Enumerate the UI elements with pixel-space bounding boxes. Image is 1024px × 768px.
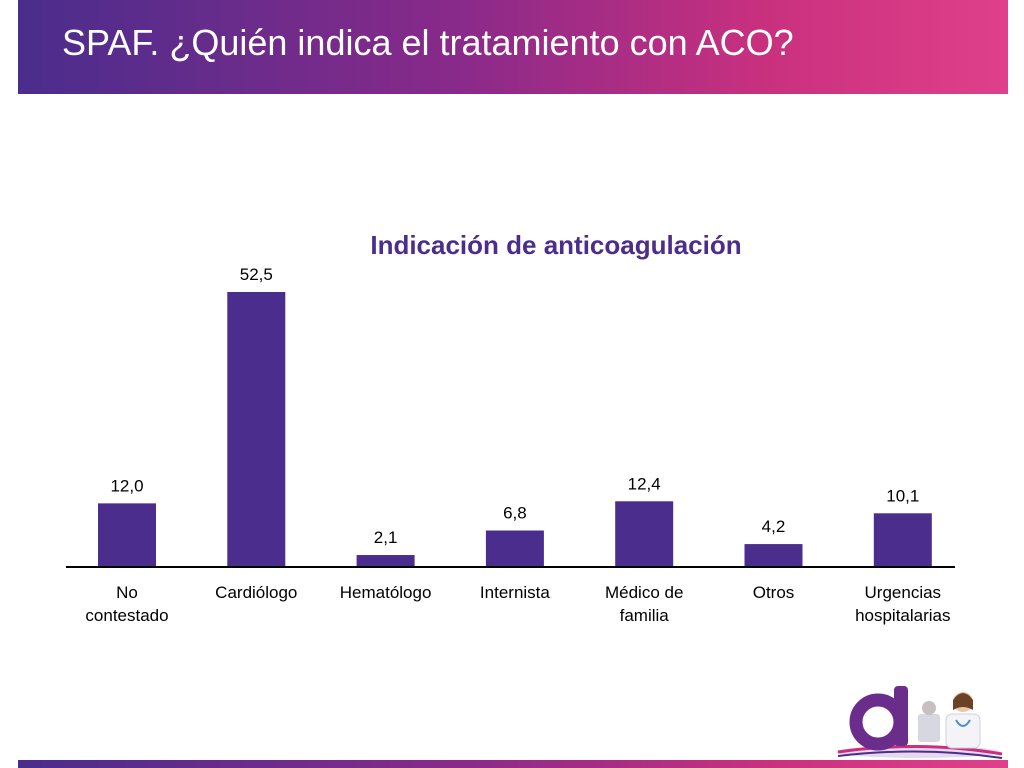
bar — [356, 555, 415, 566]
category-label: No — [116, 583, 138, 602]
data-label: 52,5 — [240, 265, 273, 284]
doctor-logo-icon — [836, 686, 1003, 759]
bar — [744, 544, 803, 566]
category-label: Internista — [480, 583, 550, 602]
category-label: familia — [620, 606, 670, 625]
category-label: hospitalarias — [855, 606, 950, 625]
data-label: 12,4 — [628, 474, 661, 493]
chart-title: Indicación de anticoagulación — [370, 230, 742, 260]
footer-bar — [18, 760, 1008, 768]
data-label: 2,1 — [374, 528, 398, 547]
category-label: Urgencias — [865, 583, 942, 602]
category-label: Cardiólogo — [215, 583, 297, 602]
category-label: Otros — [753, 583, 795, 602]
category-label: contestado — [85, 606, 168, 625]
bar — [485, 530, 544, 566]
bar — [873, 513, 932, 566]
slide-header: SPAF. ¿Quién indica el tratamiento con A… — [18, 0, 1008, 94]
slide-title: SPAF. ¿Quién indica el tratamiento con A… — [62, 22, 794, 63]
bar — [227, 292, 286, 566]
bar — [98, 503, 156, 566]
category-label: Hematólogo — [340, 583, 432, 602]
data-label: 6,8 — [503, 504, 527, 523]
data-label: 12,0 — [110, 476, 143, 495]
data-label: 4,2 — [762, 517, 786, 536]
data-label: 10,1 — [886, 486, 919, 505]
category-label: Médico de — [605, 583, 683, 602]
bar — [615, 501, 674, 566]
